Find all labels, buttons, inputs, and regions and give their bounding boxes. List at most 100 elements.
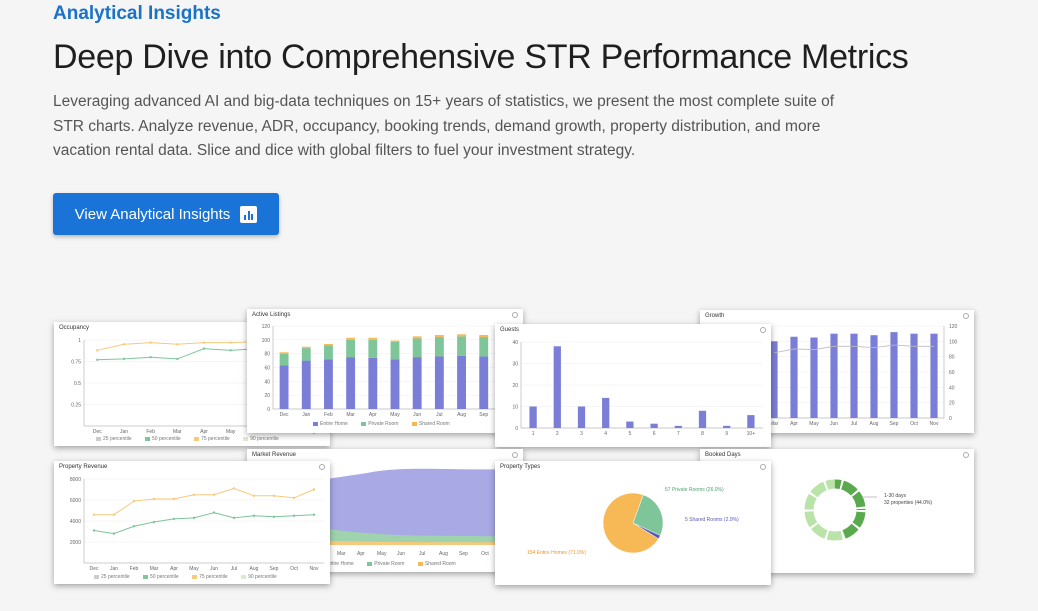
- x-tick-label: Feb: [146, 429, 155, 435]
- bar: [412, 338, 422, 358]
- x-tick-label: 9: [725, 431, 728, 437]
- data-point: [96, 358, 99, 361]
- card-title: Active Listings: [252, 312, 291, 318]
- info-icon[interactable]: [760, 464, 766, 470]
- info-icon[interactable]: [760, 327, 766, 333]
- bar: [870, 335, 878, 418]
- data-point: [172, 497, 176, 501]
- data-point: [192, 516, 196, 520]
- card-title: Booked Days: [705, 452, 741, 458]
- card-title: Growth: [705, 313, 725, 319]
- data-point: [112, 513, 116, 516]
- y-tick-label: 20: [264, 393, 270, 399]
- info-icon[interactable]: [319, 464, 325, 470]
- property-types-pie: [602, 492, 664, 554]
- y-tick-label: 120: [262, 324, 271, 330]
- pie-label-entire: 154 Entire Homes (71.0%): [527, 550, 586, 556]
- x-tick-label: Sep: [270, 566, 279, 572]
- bar: [479, 337, 489, 357]
- x-tick-label: Nov: [310, 566, 319, 572]
- x-tick-label: Mar: [770, 421, 779, 427]
- y-tick-label: 100: [262, 338, 271, 344]
- series-line: [93, 512, 315, 535]
- x-tick-label: 7: [677, 431, 680, 437]
- info-icon[interactable]: [963, 313, 969, 319]
- bar: [830, 333, 838, 418]
- y-tick-label: 40: [512, 340, 518, 346]
- bar: [529, 406, 537, 428]
- property-types-card[interactable]: Property Types 57 Private Rooms (26.0%) …: [495, 461, 771, 585]
- y-tick-label: 80: [949, 355, 955, 361]
- guests-card[interactable]: Guests 0 10 20 30 40 1 2 3 4 5 6 7 8 9 10+: [495, 324, 771, 447]
- card-title: Property Types: [500, 464, 541, 470]
- view-insights-button[interactable]: View Analytical Insights: [53, 193, 279, 235]
- data-point: [292, 496, 296, 500]
- bar: [301, 346, 311, 349]
- info-icon[interactable]: [512, 312, 518, 318]
- bar-chart-icon: [240, 205, 258, 223]
- bar: [723, 425, 731, 428]
- x-tick-label: 3: [580, 431, 583, 437]
- x-tick-label: 8: [701, 431, 704, 437]
- svg-text:Sep: Sep: [459, 551, 468, 557]
- bar: [434, 337, 444, 357]
- svg-text:Oct: Oct: [481, 551, 489, 557]
- svg-text:May: May: [377, 551, 387, 557]
- bar: [434, 356, 444, 409]
- data-point: [272, 494, 276, 497]
- x-tick-label: Apr: [369, 412, 377, 418]
- data-point: [176, 343, 179, 346]
- listings-card[interactable]: Active Listings 0 20 40 60 80 100 120 Dec Jan Feb…: [247, 309, 523, 433]
- y-tick-label: 0.5: [74, 381, 81, 387]
- pie-slice: [602, 492, 659, 554]
- info-icon[interactable]: [512, 452, 518, 458]
- bar: [279, 353, 289, 366]
- y-tick-label: 4000: [70, 519, 81, 525]
- y-tick-label: 100: [949, 339, 958, 345]
- x-tick-label: Mar: [173, 429, 182, 435]
- x-tick-label: Jul: [851, 421, 857, 427]
- bar: [850, 333, 858, 418]
- y-tick-label: 6000: [70, 498, 81, 504]
- data-point: [192, 493, 196, 496]
- x-tick-label: 10+: [747, 431, 756, 437]
- info-icon[interactable]: [963, 452, 969, 458]
- y-tick-label: 1: [78, 338, 81, 344]
- data-point: [292, 514, 296, 517]
- x-tick-label: May: [390, 412, 400, 418]
- y-tick-label: 0: [267, 407, 270, 413]
- cta-label: View Analytical Insights: [74, 205, 231, 223]
- eyebrow: Analytical Insights: [53, 3, 221, 24]
- y-tick-label: 20: [949, 401, 955, 407]
- x-tick-label: Sep: [479, 412, 488, 418]
- data-point: [132, 499, 136, 503]
- x-tick-label: Jan: [110, 566, 118, 572]
- data-point: [232, 516, 236, 520]
- data-point: [212, 493, 216, 496]
- x-tick-label: Jul: [231, 566, 237, 572]
- svg-text:Mar: Mar: [337, 551, 346, 557]
- bar: [368, 337, 378, 340]
- data-point: [96, 349, 99, 352]
- data-point: [149, 356, 152, 359]
- pie-label-private: 57 Private Rooms (26.0%): [665, 487, 724, 493]
- booked-days-donut: [804, 479, 877, 541]
- y-tick-label: 8000: [70, 477, 81, 483]
- bar: [650, 423, 658, 428]
- property-revenue-card[interactable]: Property Revenue 2000 4000 6000 8000 Dec Jan F…: [54, 461, 330, 584]
- y-tick-label: 0: [949, 416, 952, 422]
- bar: [412, 357, 422, 409]
- data-point: [252, 514, 256, 517]
- bar: [930, 333, 938, 418]
- bar: [810, 337, 818, 418]
- x-tick-label: Jan: [120, 429, 128, 435]
- y-tick-label: 2000: [70, 540, 81, 546]
- card-title: Occupancy: [59, 325, 90, 331]
- svg-text:Jul: Jul: [419, 551, 425, 557]
- bar: [698, 410, 707, 428]
- y-tick-label: 10: [512, 405, 518, 411]
- x-tick-label: Mar: [346, 412, 355, 418]
- bar: [790, 336, 798, 418]
- x-tick-label: 1: [532, 431, 535, 437]
- data-point: [112, 532, 116, 535]
